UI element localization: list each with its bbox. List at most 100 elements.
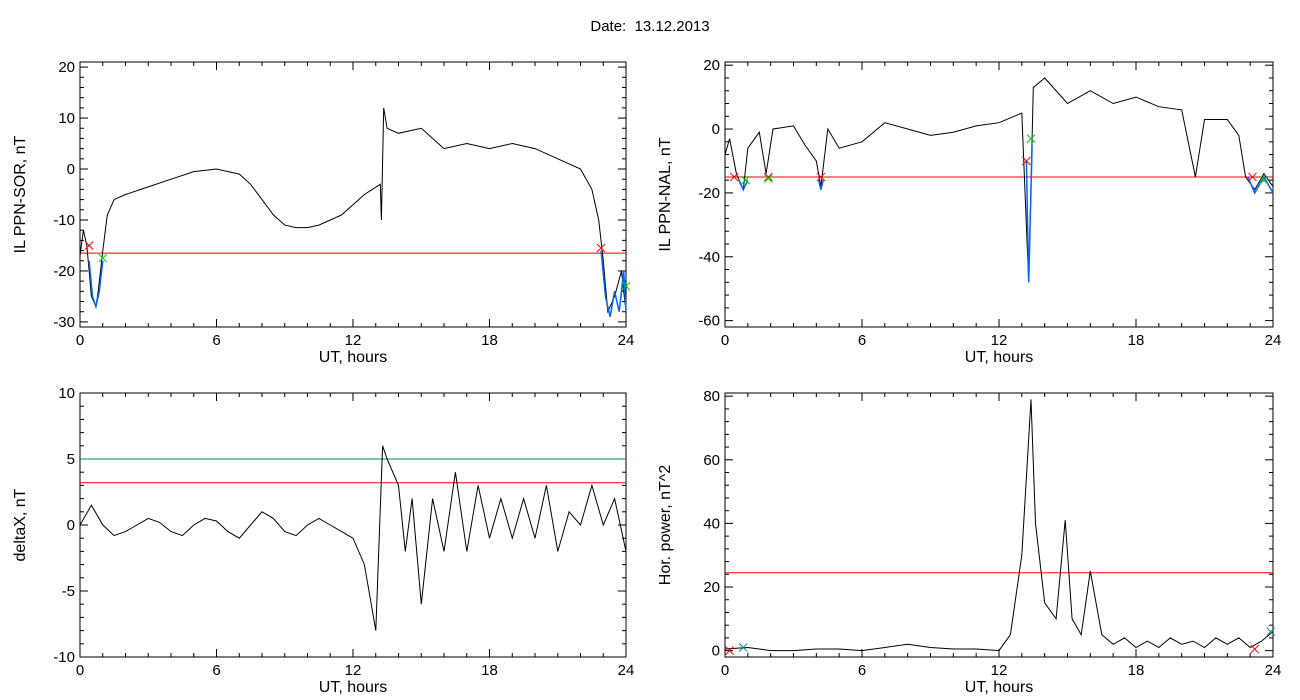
cross-marker-stroke xyxy=(764,172,773,182)
cross-marker-stroke xyxy=(621,281,631,291)
y-tick-label: 60 xyxy=(703,452,720,469)
x-tick-label: 24 xyxy=(1265,662,1282,679)
y-tick-label: -10 xyxy=(53,649,75,666)
y-tick-label: 0 xyxy=(67,517,75,534)
y-tick-label: 0 xyxy=(712,643,720,660)
x-axis-label: UT, hours xyxy=(965,679,1033,696)
y-axis-label: Hor. power, nT^2 xyxy=(657,465,674,586)
y-axis-label: IL PPN-NAL, nT xyxy=(657,137,674,251)
y-tick-label: -30 xyxy=(53,314,75,331)
panel-hor-power: 0 6 12 18 24 0 20 40 60 80 UT, hours Hor. power, nT… xyxy=(657,388,1281,696)
y-tick-label: 10 xyxy=(58,385,75,402)
cross-marker-stroke xyxy=(764,174,773,183)
x-tick-label: 18 xyxy=(1128,332,1145,349)
panel-il-ppn-sor: 0 6 12 18 24 -30 -20 -10 0 10 20 UT, hours IL PPN-SO… xyxy=(12,59,634,366)
cross-marker xyxy=(596,243,606,253)
x-tick-label: 18 xyxy=(1128,662,1145,679)
cross-marker-stroke xyxy=(84,241,94,250)
y-tick-label: -40 xyxy=(698,249,720,266)
x-tick-label: 0 xyxy=(76,332,84,349)
x-tick-label: 0 xyxy=(721,662,729,679)
cross-marker-stroke xyxy=(1266,627,1276,636)
x-tick-label: 24 xyxy=(618,332,635,349)
cross-marker xyxy=(741,175,750,185)
cross-marker xyxy=(84,241,94,250)
cross-marker-stroke xyxy=(98,253,108,263)
cross-marker xyxy=(621,281,631,291)
y-tick-label: 0 xyxy=(712,121,720,138)
highlight-segment xyxy=(1247,175,1274,195)
x-axis-label: UT, hours xyxy=(965,349,1033,366)
x-axis-label: UT, hours xyxy=(319,679,387,696)
panel-deltax: 0 6 12 18 24 -10 -5 0 5 10 UT, hours deltaX, nT xyxy=(12,385,634,696)
y-tick-label: 20 xyxy=(58,59,75,76)
cross-marker-stroke xyxy=(596,243,606,253)
cross-marker-stroke xyxy=(1259,175,1269,185)
cross-marker xyxy=(1266,627,1276,636)
cross-marker-stroke xyxy=(816,172,826,182)
cross-marker xyxy=(1026,134,1036,143)
y-tick-label: 20 xyxy=(703,57,720,74)
x-tick-label: 0 xyxy=(76,662,84,679)
series-line xyxy=(724,399,1274,652)
x-tick-label: 12 xyxy=(991,662,1008,679)
cross-marker-stroke xyxy=(1022,156,1031,166)
y-tick-label: 40 xyxy=(703,515,720,532)
x-tick-label: 24 xyxy=(1265,332,1282,349)
y-tick-label: -20 xyxy=(698,185,720,202)
x-tick-label: 12 xyxy=(345,332,362,349)
x-tick-label: 6 xyxy=(212,332,220,349)
cross-marker-stroke xyxy=(729,172,739,182)
x-tick-label: 12 xyxy=(345,662,362,679)
x-tick-label: 12 xyxy=(991,332,1008,349)
x-tick-label: 6 xyxy=(858,662,866,679)
cross-marker xyxy=(1022,156,1031,166)
y-tick-label: -60 xyxy=(698,313,720,330)
plot-frame xyxy=(79,61,627,328)
highlight-segment xyxy=(1025,144,1033,283)
cross-marker-stroke xyxy=(741,175,750,185)
x-axis-label: UT, hours xyxy=(319,349,387,366)
x-tick-label: 18 xyxy=(481,662,498,679)
cross-marker-stroke xyxy=(725,646,734,655)
x-tick-label: 6 xyxy=(212,662,220,679)
cross-marker xyxy=(738,643,748,652)
series-line xyxy=(724,77,1274,283)
cross-marker xyxy=(1250,644,1260,654)
cross-marker-stroke xyxy=(1250,644,1260,654)
y-tick-label: -5 xyxy=(62,583,75,600)
cross-marker-stroke xyxy=(1248,172,1257,182)
highlight-segment xyxy=(88,260,104,310)
y-tick-label: 10 xyxy=(58,110,75,127)
highlight-segment xyxy=(817,179,824,190)
y-tick-label: 5 xyxy=(67,451,75,468)
cross-marker-stroke xyxy=(738,643,748,652)
cross-marker xyxy=(725,646,734,655)
y-tick-label: 20 xyxy=(703,579,720,596)
cross-marker xyxy=(1248,172,1257,182)
panel-il-ppn-nal: 0 6 12 18 24 -60 -40 -20 0 20 UT, hours IL PPN-NAL,… xyxy=(657,57,1281,366)
cross-marker xyxy=(729,172,739,182)
x-tick-label: 0 xyxy=(721,332,729,349)
cross-marker xyxy=(764,174,773,183)
cross-marker xyxy=(764,172,773,182)
cross-marker xyxy=(1259,175,1269,185)
y-tick-label: -10 xyxy=(53,212,75,229)
cross-marker-stroke xyxy=(1026,134,1036,143)
y-tick-label: -20 xyxy=(53,263,75,280)
cross-marker xyxy=(816,172,826,182)
series-line xyxy=(79,445,627,631)
plot-frame xyxy=(724,61,1274,328)
y-axis-label: deltaX, nT xyxy=(12,488,29,561)
x-tick-label: 24 xyxy=(618,662,635,679)
x-tick-label: 18 xyxy=(481,332,498,349)
cross-marker xyxy=(98,253,108,263)
plot-frame xyxy=(79,392,627,658)
y-tick-label: 80 xyxy=(703,388,720,405)
series-line xyxy=(79,107,627,314)
x-tick-label: 6 xyxy=(858,332,866,349)
plot-frame xyxy=(724,392,1274,658)
highlight-segment xyxy=(600,250,627,317)
y-axis-label: IL PPN-SOR, nT xyxy=(12,135,29,253)
